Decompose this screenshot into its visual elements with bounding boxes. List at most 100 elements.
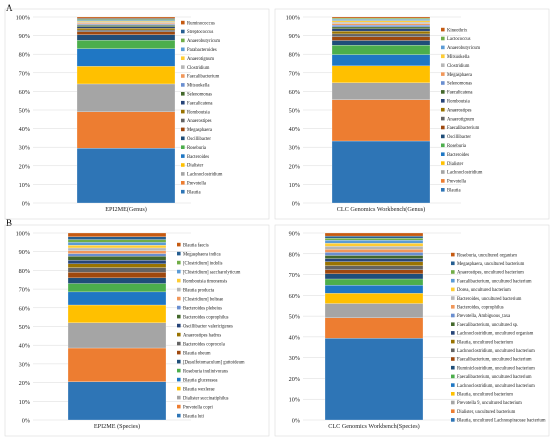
y-tick-label: 0% xyxy=(22,418,30,425)
bar-segment-4 xyxy=(67,304,167,323)
legend-entry: Anaerotignum xyxy=(447,117,474,122)
bar-segment-10 xyxy=(331,30,431,35)
bar-segment-9 xyxy=(324,265,424,270)
legend-entry: Romboutsia xyxy=(447,100,471,105)
y-tick-label: 10% xyxy=(19,399,30,406)
y-tick-label: 20% xyxy=(19,380,30,387)
chart-2: 0% 10% 20% 30% 40% 50% 60% 70% 80% 90% 100% CLC Gen… xyxy=(274,8,550,220)
legend-swatch xyxy=(441,54,445,59)
bar-segment-16 xyxy=(324,243,424,247)
legend-entry: Lachnoclostridium, uncultured bacterium xyxy=(457,349,535,354)
bar-segment-13 xyxy=(67,253,167,257)
y-tick-label: 40% xyxy=(289,126,300,133)
legend-entry: Bacteroides coprophilus xyxy=(183,315,229,320)
legend-entry: Prevotella xyxy=(187,182,207,187)
legend-swatch xyxy=(451,383,455,387)
legend-swatch xyxy=(451,331,455,335)
legend-swatch xyxy=(177,404,181,409)
legend-swatch xyxy=(177,368,181,373)
legend-entry: Bacteroides xyxy=(187,155,209,160)
legend-swatch xyxy=(177,269,181,274)
legend-swatch xyxy=(181,154,185,158)
bar-segment-12 xyxy=(67,256,167,261)
legend-swatch xyxy=(441,63,445,67)
chart-1: 0% 10% 20% 30% 40% 50% 60% 70% 80% 90% 100% EPI2ME(… xyxy=(4,8,270,220)
y-tick-label: 80% xyxy=(19,52,30,59)
legend-entry: [Clostridium] bolteae xyxy=(183,297,223,302)
legend-entry: Roseburia xyxy=(187,146,207,151)
chart-4: 0% 10% 20% 30% 40% 50% 60% 70% 80% 90% CLC Genomic… xyxy=(274,224,550,437)
legend-entry: Clostridium xyxy=(187,66,210,71)
bar-segment-11 xyxy=(67,259,167,264)
legend-entry: Dialister xyxy=(447,162,464,167)
legend-entry: Lachnoclostridium xyxy=(187,173,223,178)
bar-segment-20 xyxy=(67,232,167,237)
legend-swatch xyxy=(451,374,455,379)
legend-swatch xyxy=(177,395,181,400)
legend-entry: Blautia xyxy=(447,189,461,194)
legend-entry: Prevotella xyxy=(447,180,467,185)
legend-entry: Faecalibacterium, uncultured bacterium xyxy=(457,375,532,380)
bar-segment-12 xyxy=(324,255,424,259)
legend-entry: Blautia obeum xyxy=(183,351,211,356)
y-tick-label: 100% xyxy=(16,15,30,22)
bar-segment-1 xyxy=(324,338,424,421)
legend-swatch xyxy=(177,341,181,346)
y-tick-label: 20% xyxy=(289,376,300,383)
legend-swatch xyxy=(441,36,445,41)
legend-entry: Blautia, uncultured Lachnospiraceae bact… xyxy=(457,419,546,424)
bar-segment-15 xyxy=(324,246,424,250)
legend-entry: [Desulfotomaculum] guttoideum xyxy=(183,360,245,365)
legend-swatch xyxy=(451,287,455,292)
legend-swatch xyxy=(451,348,455,353)
legend-entry: Faecalicatena xyxy=(447,91,473,96)
legend-swatch xyxy=(451,261,455,266)
legend-swatch xyxy=(451,270,455,274)
legend-swatch xyxy=(181,189,185,194)
legend-swatch xyxy=(441,152,445,156)
bar-segment-5 xyxy=(67,291,167,306)
y-tick-label: 60% xyxy=(19,89,30,96)
legend-swatch xyxy=(181,38,185,43)
legend-swatch xyxy=(451,339,455,344)
legend-entry: Anaerostipes, uncultured bacterium xyxy=(457,271,524,276)
legend-entry: Lachnoclostridium, uncultured bacterium xyxy=(457,384,535,389)
legend-swatch xyxy=(451,409,455,413)
legend-entry: Selenomonas xyxy=(187,93,212,98)
bar-segment-7 xyxy=(76,34,176,41)
legend-entry: Lactococcus xyxy=(447,37,471,42)
y-tick-label: 50% xyxy=(19,108,30,115)
legend-swatch xyxy=(441,27,445,32)
y-tick-label: 30% xyxy=(289,355,300,362)
legend-swatch xyxy=(181,163,185,167)
legend-entry: Faecalibacterium, uncultured bacterium xyxy=(457,279,532,284)
bar-segment-4 xyxy=(324,293,424,304)
legend-swatch xyxy=(181,181,185,185)
y-tick-label: 10% xyxy=(289,182,300,189)
bar-segment-6 xyxy=(76,40,176,49)
y-tick-label: 20% xyxy=(289,163,300,170)
legend-entry: Oscillibacter valericigenes xyxy=(183,324,233,329)
legend-swatch xyxy=(177,305,181,310)
legend-swatch xyxy=(451,278,455,283)
legend-swatch xyxy=(177,260,181,265)
bar-segment-8 xyxy=(331,36,431,41)
legend-swatch xyxy=(181,118,185,123)
legend-swatch xyxy=(181,172,185,176)
legend-entry: Roseburia xyxy=(447,144,467,149)
legend-swatch xyxy=(441,81,445,85)
bar-segment-20 xyxy=(76,16,176,19)
bar-segment-11 xyxy=(76,26,176,29)
bar-segment-5 xyxy=(324,284,424,294)
bar-segment-6 xyxy=(331,45,431,55)
bar-segment-3 xyxy=(67,322,167,349)
legend-swatch xyxy=(441,116,445,121)
panel-label-a: A xyxy=(6,3,13,13)
bar-segment-7 xyxy=(324,273,424,280)
bar-segment-1 xyxy=(76,148,176,204)
legend-entry: Faecalibacterium xyxy=(187,75,220,80)
y-tick-label: 10% xyxy=(19,182,30,189)
legend-swatch xyxy=(451,252,455,257)
legend-entry: Dorea, uncultured bacterium xyxy=(457,288,511,293)
bar-segment-20 xyxy=(324,232,424,237)
